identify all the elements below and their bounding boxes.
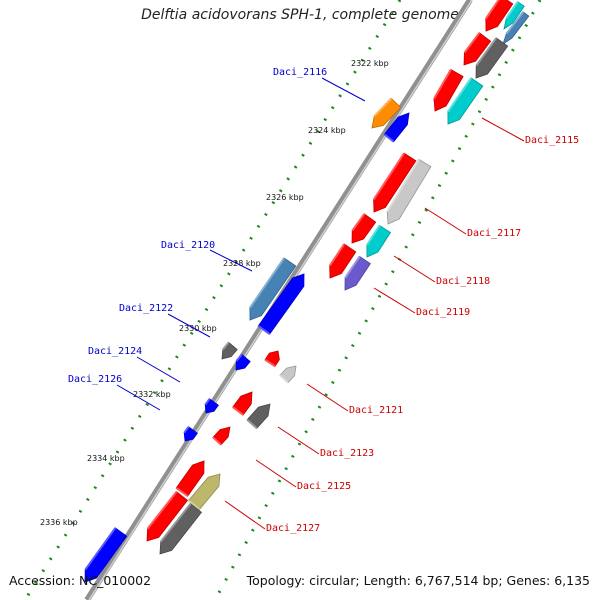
gene-Daci_2119 bbox=[344, 255, 371, 291]
dot-tracks bbox=[23, 0, 542, 600]
gene-label-Daci_2119[interactable]: Daci_2119 bbox=[416, 307, 470, 318]
gene-Daci_2115-f bbox=[433, 68, 464, 112]
gene-Daci_2116-b bbox=[383, 112, 410, 143]
outer-dotted-track bbox=[213, 0, 542, 600]
gene-label-Daci_2117[interactable]: Daci_2117 bbox=[467, 228, 521, 239]
gene-Daci_2120-a bbox=[249, 257, 297, 321]
gene-Daci_2115-g bbox=[447, 77, 484, 125]
kbp-tick-label: 2328 kbp bbox=[223, 259, 261, 268]
kbp-tick-label: 2336 kbp bbox=[40, 518, 78, 527]
gene-Daci_2120-b bbox=[257, 273, 305, 335]
leader-line bbox=[255, 459, 297, 488]
gene-Daci_2122-b bbox=[235, 353, 251, 371]
gene-Daci_2125-b bbox=[175, 460, 205, 497]
gene-label-Daci_2124[interactable]: Daci_2124 bbox=[88, 346, 142, 357]
gene-label-Daci_2121[interactable]: Daci_2121 bbox=[349, 405, 403, 416]
gene-Daci_2115-d bbox=[463, 32, 492, 66]
kbp-tick-label: 2332 kbp bbox=[133, 390, 171, 399]
gene-Daci_2118-b bbox=[328, 243, 357, 279]
gene-Daci_2115-e bbox=[475, 37, 509, 79]
gene-label-Daci_2125[interactable]: Daci_2125 bbox=[297, 481, 351, 492]
leader-line bbox=[321, 77, 366, 102]
gene-Daci_2115-a bbox=[484, 0, 514, 32]
gene-Daci_2115-c bbox=[502, 11, 530, 45]
topology-info: Topology: circular; Length: 6,767,514 bp… bbox=[246, 573, 590, 588]
gene-Daci_2123-a bbox=[232, 391, 253, 416]
kbp-tick-label: 2330 kbp bbox=[179, 324, 217, 333]
gene-Daci_2123-b bbox=[246, 403, 271, 430]
gene-Daci_2116-a bbox=[371, 97, 402, 129]
gene-label-Daci_2127[interactable]: Daci_2127 bbox=[266, 523, 320, 534]
leader-line bbox=[373, 287, 416, 314]
gene-Daci_2127-c bbox=[159, 503, 203, 555]
leader-line bbox=[481, 117, 525, 142]
gene-label-Daci_2115[interactable]: Daci_2115 bbox=[525, 135, 579, 146]
kbp-tick-label: 2326 kbp bbox=[266, 193, 304, 202]
gene-Daci_2126-b bbox=[84, 527, 128, 583]
leader-line bbox=[167, 313, 211, 338]
gene-Daci_2127-b bbox=[146, 491, 189, 542]
gene-Daci_2115-b bbox=[503, 1, 525, 30]
gene-label-Daci_2118[interactable]: Daci_2118 bbox=[436, 276, 490, 287]
accession: Accession: NC_010002 bbox=[9, 573, 152, 588]
leader-line bbox=[209, 249, 253, 272]
gene-Daci_2121-a bbox=[264, 350, 280, 368]
kbp-tick-label: 2322 kbp bbox=[351, 59, 389, 68]
gene-Daci_2122-a bbox=[221, 341, 238, 360]
kbp-ticks: 2322 kbp 2324 kbp 2326 kbp 2328 kbp 2330 kbp… bbox=[40, 59, 389, 527]
inner-dotted-track bbox=[23, 0, 402, 600]
gene-Daci_2126 bbox=[183, 426, 198, 442]
gene-Daci_2121-b bbox=[279, 365, 297, 384]
gene-label-Daci_2122[interactable]: Daci_2122 bbox=[119, 303, 173, 314]
gene-label-Daci_2123[interactable]: Daci_2123 bbox=[320, 448, 374, 459]
leader-line bbox=[224, 500, 266, 530]
gene-label-Daci_2120[interactable]: Daci_2120 bbox=[161, 240, 215, 251]
gene-labels: Daci_2116 Daci_2120 Daci_2122 Daci_2124 Daci… bbox=[68, 67, 579, 534]
gene-Daci_2125-a bbox=[212, 426, 231, 446]
leader-line bbox=[277, 426, 320, 455]
gene-Daci_2124 bbox=[204, 398, 219, 414]
kbp-tick-label: 2324 kbp bbox=[308, 126, 346, 135]
kbp-tick-label: 2334 kbp bbox=[87, 454, 125, 463]
gene-Daci_2117-b bbox=[386, 158, 432, 225]
gene-Daci_2127 bbox=[187, 473, 221, 511]
leader-line bbox=[393, 255, 436, 283]
gene-Daci_2117-a bbox=[372, 152, 417, 213]
gene-features bbox=[84, 0, 530, 583]
leader-line bbox=[116, 384, 161, 411]
leader-line bbox=[136, 356, 181, 383]
gene-label-Daci_2116[interactable]: Daci_2116 bbox=[273, 67, 327, 78]
gene-label-Daci_2126[interactable]: Daci_2126 bbox=[68, 374, 122, 385]
gene-Daci_2117-c bbox=[351, 213, 377, 244]
gene-Daci_2118 bbox=[366, 224, 392, 258]
leader-line bbox=[306, 383, 349, 412]
map-title: Delftia acidovorans SPH-1, complete geno… bbox=[141, 7, 459, 23]
leader-line bbox=[424, 207, 467, 235]
